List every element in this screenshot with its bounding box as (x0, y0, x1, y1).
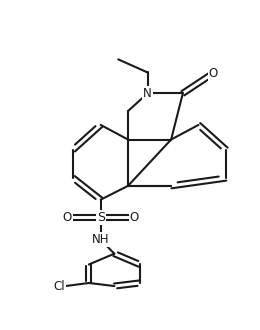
Text: O: O (129, 211, 139, 224)
Text: S: S (97, 211, 105, 224)
Text: NH: NH (92, 233, 109, 246)
Text: Cl: Cl (54, 280, 65, 293)
Text: O: O (62, 211, 72, 224)
Text: O: O (209, 67, 218, 80)
Text: N: N (143, 87, 152, 100)
